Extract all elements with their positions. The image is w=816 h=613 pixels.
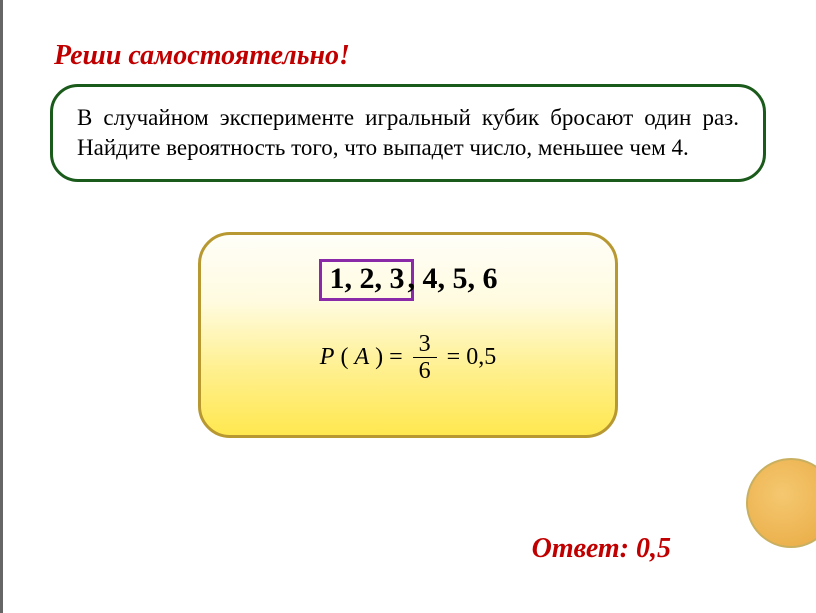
paren-close: ) (375, 344, 383, 371)
page-title: Реши самостоятельно! (54, 40, 766, 72)
solution-box: 1, 2, 3, 4, 5, 6 P(A) = 3 6 = 0,5 (198, 232, 618, 438)
equals-2: = (447, 344, 461, 371)
fraction-numerator: 3 (413, 331, 437, 358)
equals-1: = (389, 344, 403, 371)
formula-result: 0,5 (466, 344, 496, 371)
decorative-circle (746, 458, 816, 548)
fraction-denominator: 6 (413, 358, 437, 384)
paren-open: ( (340, 344, 348, 371)
numbers-row: 1, 2, 3, 4, 5, 6 (231, 259, 585, 301)
probability-formula: P(A) = 3 6 = 0,5 (231, 331, 585, 385)
fraction: 3 6 (413, 331, 437, 385)
remaining-numbers: , 4, 5, 6 (408, 262, 498, 295)
formula-p: P (320, 344, 335, 371)
answer-text: Ответ: 0,5 (532, 533, 671, 565)
highlighted-numbers: 1, 2, 3 (319, 259, 414, 301)
slide-container: Реши самостоятельно! В случайном экспери… (0, 0, 816, 613)
problem-box: В случайном эксперименте игральный кубик… (50, 84, 766, 182)
problem-text: В случайном эксперименте игральный кубик… (77, 103, 739, 163)
formula-a: A (354, 344, 369, 371)
